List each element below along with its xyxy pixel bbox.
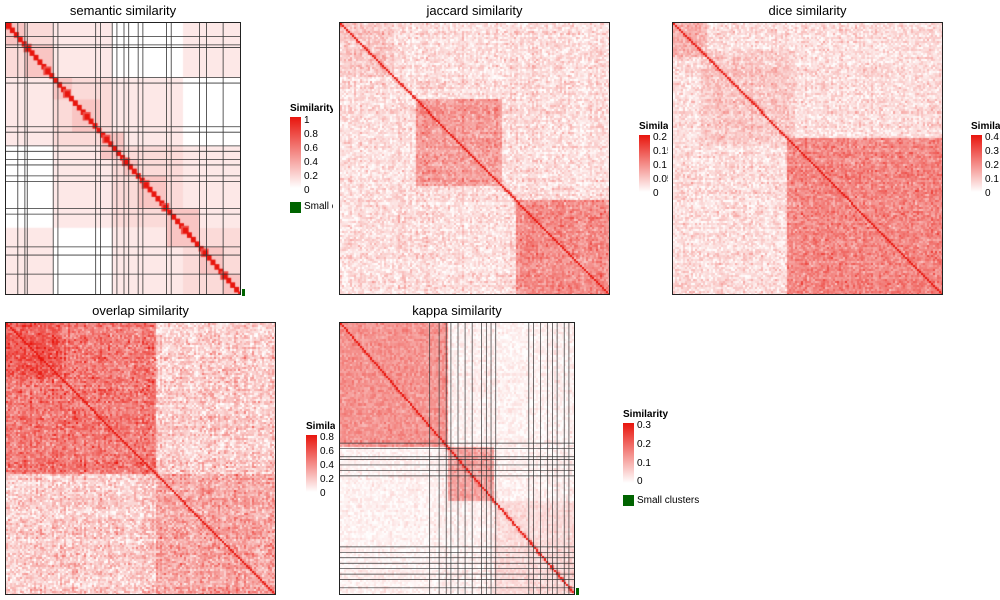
heatmap-cells-kappa (340, 323, 574, 594)
legend-tick: 0.4 (985, 132, 999, 143)
legend-tick: 0 (304, 185, 310, 196)
legend-colorbar (971, 135, 982, 192)
legend-tick: 0.2 (637, 439, 651, 450)
legend-kappa: Similarity 0.3 0.2 0.1 0 Small clusters (623, 409, 723, 514)
panel-title-kappa: kappa similarity (412, 303, 502, 318)
legend-colorbar (306, 435, 317, 492)
panel-title-jaccard: jaccard similarity (426, 3, 523, 18)
legend-title: Similarity (639, 121, 668, 132)
panel-title-overlap: overlap similarity (92, 303, 189, 318)
legend-tick: 0.2 (653, 132, 667, 143)
legend-tick: 0.1 (637, 458, 651, 469)
small-clusters-swatch (623, 495, 634, 506)
small-clusters-label: Small clusters (304, 201, 333, 212)
legend-overlap: Similarity 0.8 0.6 0.4 0.2 0 (306, 421, 335, 501)
panel-title-semantic: semantic similarity (69, 3, 177, 18)
legend-title: Similarity (623, 409, 669, 420)
panel-title-dice: dice similarity (768, 3, 847, 18)
legend-title: Similarity (306, 421, 335, 432)
legend-tick: 0.15 (653, 146, 668, 157)
heatmap-jaccard (339, 22, 610, 295)
heatmap-overlap (5, 322, 276, 595)
legend-tick: 0 (985, 188, 991, 199)
legend-tick: 0.8 (320, 432, 334, 443)
legend-tick: 0 (637, 476, 643, 487)
legend-tick: 0.6 (304, 143, 318, 154)
legend-tick: 0.8 (304, 129, 318, 140)
legend-colorbar (639, 135, 650, 192)
legend-tick: 0.4 (304, 157, 318, 168)
legend-tick: 0 (320, 488, 326, 499)
legend-tick: 0.05 (653, 174, 668, 185)
legend-jaccard: Similarity 0.2 0.15 0.1 0.05 0 (639, 121, 668, 201)
legend-tick: 0.4 (320, 460, 334, 471)
small-cluster-mark-kappa (576, 588, 579, 595)
legend-tick: 0.2 (985, 160, 999, 171)
legend-tick: 1 (304, 115, 310, 126)
legend-tick: 0.2 (320, 474, 334, 485)
legend-tick: 0.3 (985, 146, 999, 157)
heatmap-cells-jaccard (340, 23, 609, 294)
legend-tick: 0.1 (653, 160, 667, 171)
legend-tick: 0.3 (637, 420, 651, 431)
legend-tick: 0.6 (320, 446, 334, 457)
cluster-lines-semantic (6, 23, 240, 294)
heatmap-kappa (339, 322, 575, 595)
heatmap-dice (672, 22, 943, 295)
legend-colorbar (623, 423, 634, 483)
cluster-lines-kappa (340, 323, 574, 594)
small-cluster-mark-semantic (242, 289, 245, 296)
small-clusters-swatch (290, 202, 301, 213)
legend-colorbar (290, 117, 301, 188)
heatmap-semantic (5, 22, 241, 295)
legend-title: Similarity (290, 103, 333, 114)
legend-semantic: Similarity 1 0.8 0.6 0.4 0.2 0 Small clu… (290, 103, 333, 218)
legend-dice: Similarity 0.4 0.3 0.2 0.1 0 (971, 121, 1000, 201)
heatmap-cells-overlap (6, 323, 275, 594)
legend-tick: 0.1 (985, 174, 999, 185)
heatmap-cells-semantic (6, 23, 240, 294)
legend-tick: 0 (653, 188, 659, 199)
legend-tick: 0.2 (304, 171, 318, 182)
heatmap-cells-dice (673, 23, 942, 294)
legend-title: Similarity (971, 121, 1000, 132)
small-clusters-label: Small clusters (637, 495, 700, 506)
